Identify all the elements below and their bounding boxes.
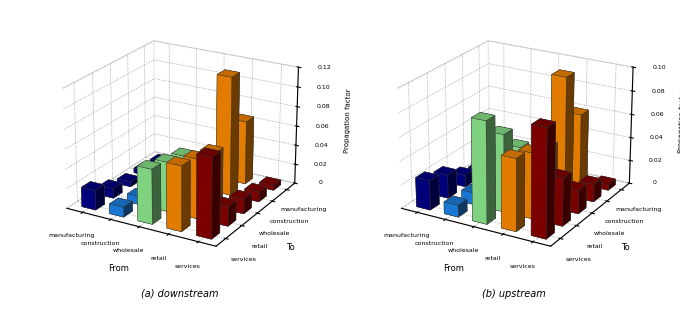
Y-axis label: To: To (286, 243, 295, 252)
X-axis label: From: From (443, 264, 464, 273)
X-axis label: From: From (109, 264, 129, 273)
Text: (a) downstream: (a) downstream (141, 289, 218, 299)
Text: (b) upstream: (b) upstream (482, 289, 546, 299)
Y-axis label: To: To (621, 243, 630, 252)
